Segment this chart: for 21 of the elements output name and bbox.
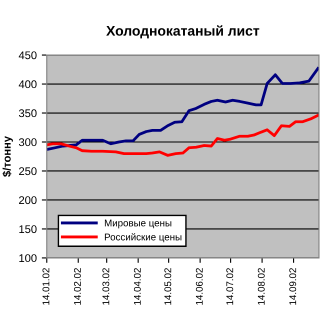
x-tick-label: 14.04.02 (134, 268, 141, 305)
y-tick-label: 400 (18, 80, 37, 88)
chart-title: Холоднокатаный лист (106, 25, 260, 38)
x-tick-label: 14.07.02 (226, 268, 234, 305)
x-tick-label: 14.05.02 (164, 268, 172, 305)
y-tick-label: 150 (19, 225, 37, 234)
y-tick-label: 450 (18, 51, 37, 60)
y-tick-label: 300 (18, 138, 37, 146)
x-tick-label: 14.08.02 (258, 268, 265, 305)
x-tick-label: 14.02.02 (74, 268, 81, 305)
x-tick-label: 14.06.02 (196, 268, 203, 305)
x-tick-label: 14.09.02 (289, 268, 296, 305)
legend-label: Российские цены (104, 233, 182, 242)
x-tick-label: 14.01.02 (42, 268, 50, 305)
y-axis-title: $/тонну (2, 136, 13, 177)
x-tick-label: 14.03.02 (102, 268, 110, 305)
legend-label: Мировые цены (104, 220, 172, 228)
y-tick-label: 100 (19, 254, 37, 262)
y-tick-label: 200 (19, 196, 37, 204)
y-tick-label: 250 (19, 167, 37, 176)
y-tick-label: 350 (18, 109, 37, 118)
